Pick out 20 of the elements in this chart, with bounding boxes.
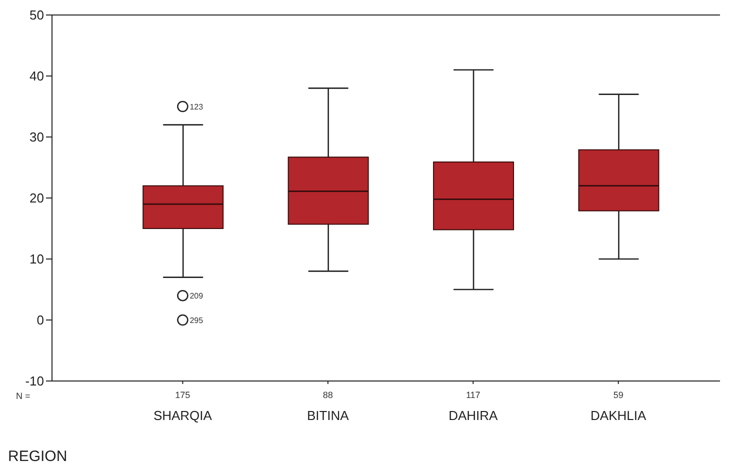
text: 175 [175, 390, 190, 400]
y-tick-label: 10 [30, 252, 44, 267]
y-tick-label: 30 [30, 130, 44, 145]
annotation: 123 [190, 102, 204, 112]
text: 88 [322, 390, 333, 400]
y-tick-label: 20 [30, 190, 44, 206]
annotation: 209 [190, 291, 204, 300]
text: 59 [613, 390, 624, 400]
y-tick-label: 50 [30, 8, 44, 23]
x-tick-label: DAHIRA [448, 408, 498, 423]
y-tick-label: 40 [30, 68, 44, 84]
x-tick-label: SHARQIA [153, 408, 212, 423]
x-tick-label: BITINA [306, 408, 350, 423]
text: 117 [466, 390, 480, 400]
annotation: 295 [190, 316, 204, 325]
y-tick-label: 0 [36, 312, 44, 328]
x-axis-title: REGION [8, 448, 68, 465]
y-tick-label: -10 [25, 374, 44, 389]
x-tick-label: DAKHLIA [590, 408, 646, 423]
text: N = [16, 391, 30, 401]
